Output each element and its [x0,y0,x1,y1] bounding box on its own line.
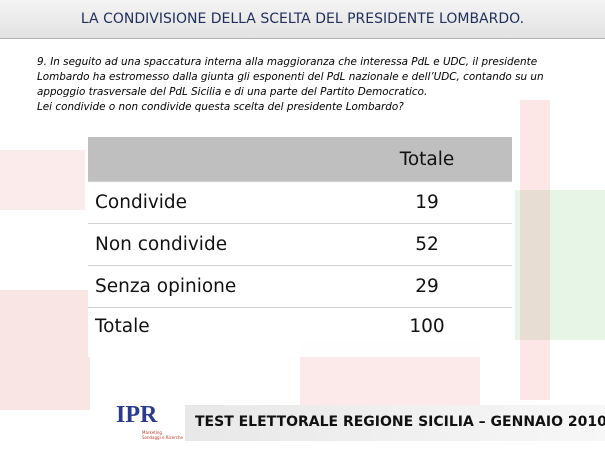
header-row: Totale [88,137,512,182]
results-table: Totale Condivide 19 Non condivide 52 Senza o… [88,137,512,357]
slide-title: LA CONDIVISIONE DELLA SCELTA DEL PRESIDE… [80,11,525,27]
table-row: Totale 100 [88,307,512,357]
table-row: Non condivide 52 [88,223,512,266]
cell-value: 52 [342,223,512,266]
question-line: 9. In seguito ad una spaccatura interna … [37,56,538,68]
decor-bar [0,150,85,210]
decor-bar [0,290,90,410]
question: 9. In seguito ad una spaccatura interna … [37,55,597,115]
row-label: Senza opinione [88,265,342,308]
decor-bar [515,190,605,340]
cell-value: 19 [342,181,512,224]
table-row: Senza opinione 29 [88,265,512,308]
logo: IPR Marketing Sondaggi e Ricerche [96,402,184,442]
column-header: Totale [342,137,512,182]
cell-value: 29 [342,265,512,308]
row-label: Totale [88,307,342,357]
logo-text: IPR [116,402,158,428]
question-line: appoggio trasversale del PdL Sicilia e d… [37,86,428,98]
row-label: Non condivide [88,223,342,266]
table-row: Condivide 19 [88,181,512,224]
cell-value: 100 [342,307,512,357]
question-line: Lei condivide o non condivide questa sce… [37,101,404,113]
question-line: Lombardo ha estromesso dalla giunta gli … [37,71,544,83]
footer-band [185,405,605,441]
logo-subtitle: Marketing [142,430,162,435]
logo-subtitle: Sondaggi e Ricerche [142,435,184,440]
title-bar [0,0,605,39]
decor-bar [520,100,550,400]
footer-text: TEST ELETTORALE REGIONE SICILIA – GENNAI… [195,414,605,430]
empty-header [88,137,342,182]
row-label: Condivide [88,181,342,224]
